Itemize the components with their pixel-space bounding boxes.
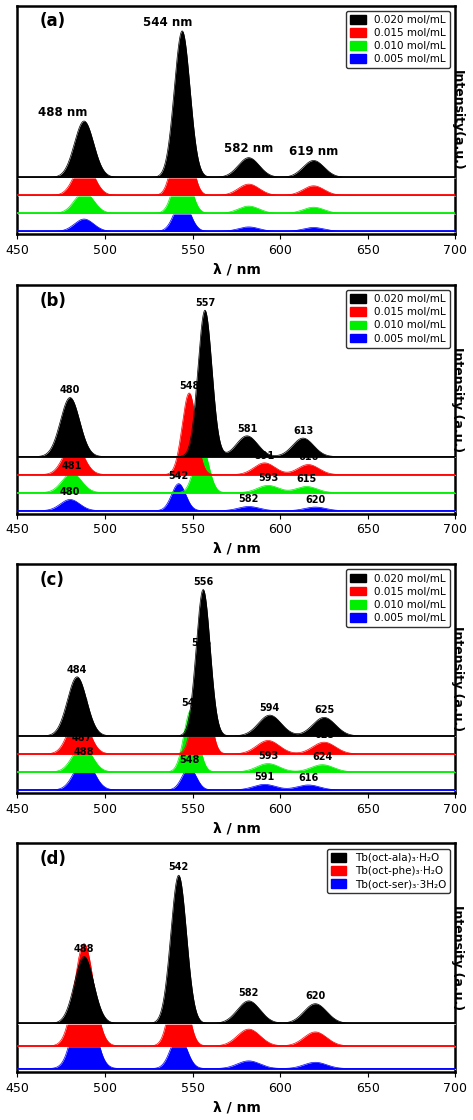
- Legend: 0.020 mol/mL, 0.015 mol/mL, 0.010 mol/mL, 0.005 mol/mL: 0.020 mol/mL, 0.015 mol/mL, 0.010 mol/mL…: [346, 290, 450, 348]
- X-axis label: λ / nm: λ / nm: [212, 821, 261, 836]
- Text: 613: 613: [293, 426, 313, 436]
- Text: 620: 620: [305, 495, 325, 505]
- Text: 548: 548: [179, 381, 199, 391]
- Text: 555: 555: [191, 637, 211, 647]
- Text: 480: 480: [60, 487, 80, 497]
- Text: 593: 593: [258, 473, 278, 483]
- Legend: 0.020 mol/mL, 0.015 mol/mL, 0.010 mol/mL, 0.005 mol/mL: 0.020 mol/mL, 0.015 mol/mL, 0.010 mol/mL…: [346, 11, 450, 68]
- Legend: 0.020 mol/mL, 0.015 mol/mL, 0.010 mol/mL, 0.005 mol/mL: 0.020 mol/mL, 0.015 mol/mL, 0.010 mol/mL…: [346, 569, 450, 627]
- Legend: Tb(oct-ala)₃·H₂O, Tb(oct-phe)₃·H₂O, Tb(oct-ser)₃·3H₂O: Tb(oct-ala)₃·H₂O, Tb(oct-phe)₃·H₂O, Tb(o…: [326, 849, 450, 894]
- Text: 591: 591: [254, 450, 275, 460]
- Text: 549: 549: [181, 698, 201, 708]
- Text: (b): (b): [39, 291, 66, 310]
- Text: 582 nm: 582 nm: [224, 142, 273, 156]
- Text: 484: 484: [67, 664, 87, 674]
- Text: 615: 615: [297, 474, 316, 484]
- Y-axis label: Intensity(a.u.): Intensity(a.u.): [451, 69, 464, 170]
- Text: 544 nm: 544 nm: [143, 16, 193, 29]
- Text: 542: 542: [168, 472, 189, 482]
- Text: 582: 582: [238, 988, 259, 998]
- Y-axis label: Intensity (a.u.): Intensity (a.u.): [451, 347, 464, 451]
- Text: 488: 488: [74, 943, 94, 953]
- Text: 548: 548: [179, 755, 199, 765]
- Text: 487: 487: [72, 732, 93, 743]
- Text: 542: 542: [168, 862, 189, 872]
- X-axis label: λ / nm: λ / nm: [212, 542, 261, 556]
- Text: 488 nm: 488 nm: [38, 105, 88, 119]
- Text: (c): (c): [39, 571, 64, 589]
- Text: (a): (a): [39, 12, 66, 30]
- Text: 624: 624: [312, 753, 333, 763]
- Text: 582: 582: [238, 494, 259, 504]
- Text: 593: 593: [258, 728, 278, 738]
- Text: 557: 557: [195, 298, 215, 308]
- Y-axis label: Intensity (a.u.): Intensity (a.u.): [451, 626, 464, 731]
- Text: 616: 616: [298, 452, 318, 463]
- X-axis label: λ / nm: λ / nm: [212, 262, 261, 277]
- Text: 591: 591: [254, 772, 275, 782]
- Text: 625: 625: [314, 730, 334, 740]
- Text: 556: 556: [193, 577, 213, 587]
- Text: 480: 480: [60, 385, 80, 395]
- Text: 616: 616: [298, 773, 318, 783]
- Text: 485: 485: [69, 700, 89, 709]
- Text: (d): (d): [39, 850, 66, 868]
- Text: 593: 593: [258, 752, 278, 762]
- Text: 594: 594: [260, 703, 280, 712]
- Text: 482: 482: [63, 430, 84, 440]
- Text: 481: 481: [61, 460, 82, 470]
- Text: 619 nm: 619 nm: [289, 146, 338, 158]
- Text: 581: 581: [237, 423, 257, 433]
- Text: 488: 488: [74, 747, 94, 757]
- Text: 555: 555: [191, 432, 211, 442]
- Text: 625: 625: [314, 706, 334, 716]
- Y-axis label: Intensity (a.u.): Intensity (a.u.): [451, 905, 464, 1010]
- X-axis label: λ / nm: λ / nm: [212, 1101, 261, 1114]
- Text: 620: 620: [305, 991, 325, 1001]
